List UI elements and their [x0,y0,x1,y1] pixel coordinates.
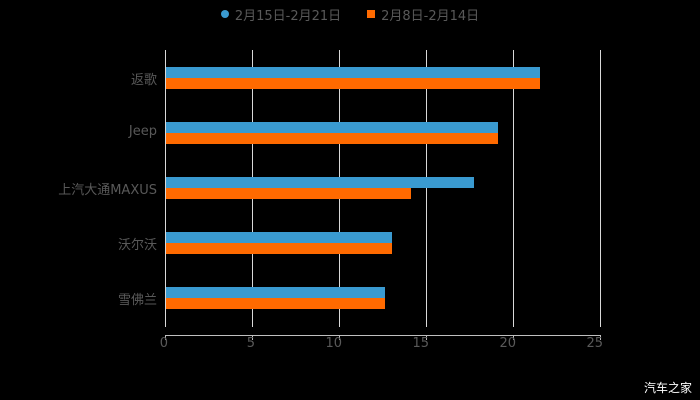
x-tick [252,335,253,340]
series1-marker-icon [220,10,229,18]
x-tick-label: 5 [246,336,255,351]
x-tick [165,335,166,340]
x-tick [339,335,340,340]
bar-series2 [166,133,498,144]
bar-series2 [166,188,411,199]
chart-legend: 2月15日-2月21日 2月8日-2月14日 [0,4,700,24]
watermark: 汽车之家 [643,381,692,395]
bar-series1 [166,67,540,78]
bar-series2 [166,298,385,309]
x-axis-line [165,335,601,336]
category-label: 雪佛兰 [117,293,157,308]
bar-series1 [166,287,385,298]
series2-marker-icon [367,10,376,18]
x-tick [513,335,514,340]
bar-series1 [166,177,474,188]
category-label: Jeep [128,124,157,139]
x-tick-label: 25 [586,336,603,351]
x-tick [600,335,601,340]
x-tick-label: 20 [499,336,516,351]
x-tick-label: 10 [325,336,342,351]
gridline [513,50,514,327]
category-label: 沃尔沃 [117,238,157,253]
x-tick-label: 0 [159,336,168,351]
x-tick [426,335,427,340]
bar-series1 [166,232,392,243]
x-tick-label: 15 [412,336,429,351]
gridline [600,50,601,327]
bar-series2 [166,78,540,89]
y-axis-line [165,50,166,327]
legend-label-series1: 2月15日-2月21日 [234,8,342,24]
legend-label-series2: 2月8日-2月14日 [381,8,480,24]
category-label: 上汽大通MAXUS [58,183,157,198]
bar-series2 [166,243,392,254]
bar-series1 [166,122,498,133]
gridline [426,50,427,327]
legend-item-series2: 2月8日-2月14日 [367,4,479,24]
category-label: 返歌 [130,73,157,88]
legend-item-series1: 2月15日-2月21日 [220,4,342,24]
